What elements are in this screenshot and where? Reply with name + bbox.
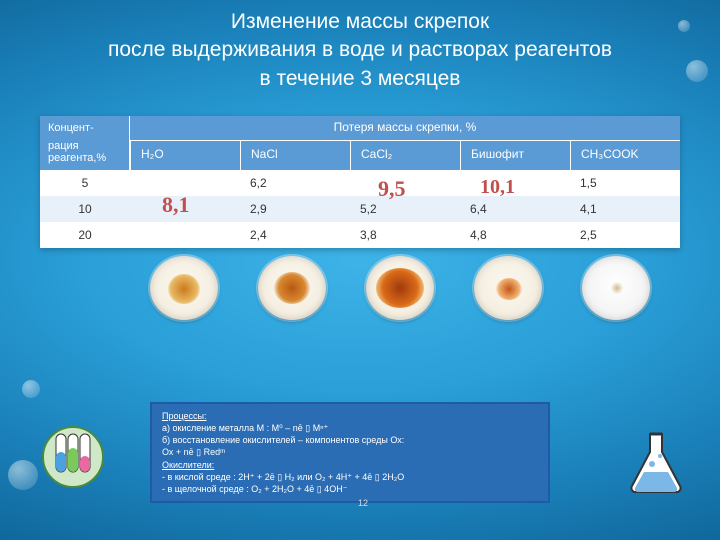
cell: 1,5 (570, 170, 680, 196)
cell (460, 170, 570, 196)
cell: 2,9 (240, 196, 350, 222)
page-number: 12 (358, 498, 368, 508)
col-header: H₂O (130, 140, 240, 170)
cell: 6,4 (460, 196, 570, 222)
petri-dish (258, 256, 326, 320)
col-header: NaCl (240, 140, 350, 170)
data-table: Концент- Потеря массы скрепки, % рацияре… (40, 116, 680, 248)
proc-header: Окислители: (162, 460, 214, 470)
proc-line: б) восстановление окислителей – компонен… (162, 435, 404, 445)
petri-dish (150, 256, 218, 320)
emphasis-value: 9,5 (378, 176, 406, 202)
cell: 4,1 (570, 196, 680, 222)
cell (130, 222, 240, 248)
span-header: Потеря массы скрепки, % (130, 116, 680, 140)
cell: 4,8 (460, 222, 570, 248)
cell: 3,8 (350, 222, 460, 248)
slide-title: Изменение массы скрепок после выдерживан… (0, 0, 720, 93)
proc-line: - в щелочной среде : О₂ + 2Н₂О + 4ē ▯ 4О… (162, 484, 347, 494)
petri-dish (474, 256, 542, 320)
row-conc: 10 (40, 196, 130, 222)
proc-header: Процессы: (162, 411, 207, 421)
title-line3: в течение 3 месяцев (260, 67, 461, 90)
title-line2: после выдерживания в воде и растворах ре… (108, 38, 612, 61)
proc-line: - в кислой среде : 2Н⁺ + 2ē ▯ Н₂ или О₂ … (162, 472, 404, 482)
cell: 2,4 (240, 222, 350, 248)
col-header: CH₃COOK (570, 140, 680, 170)
col0-header-bottom: рацияреагента,% (40, 140, 130, 170)
title-line1: Изменение массы скрепок (231, 10, 489, 33)
emphasis-value: 10,1 (480, 176, 515, 199)
proc-line: Ох + nē ▯ Redᵐ (162, 447, 225, 457)
petri-dish (582, 256, 650, 320)
test-tubes-icon (38, 422, 108, 492)
flask-icon (626, 428, 686, 498)
col-header: CaCl₂ (350, 140, 460, 170)
col0-header-top: Концент- (40, 116, 130, 140)
cell: 6,2 (240, 170, 350, 196)
process-box: Процессы: а) окисление металла М : М⁰ – … (150, 402, 550, 503)
row-conc: 20 (40, 222, 130, 248)
cell: 2,5 (570, 222, 680, 248)
col-header: Бишофит (460, 140, 570, 170)
proc-line: а) окисление металла М : М⁰ – nē ▯ Мⁿ⁺ (162, 423, 328, 433)
emphasis-value: 8,1 (162, 192, 190, 218)
petri-dish (366, 256, 434, 320)
row-conc: 5 (40, 170, 130, 196)
